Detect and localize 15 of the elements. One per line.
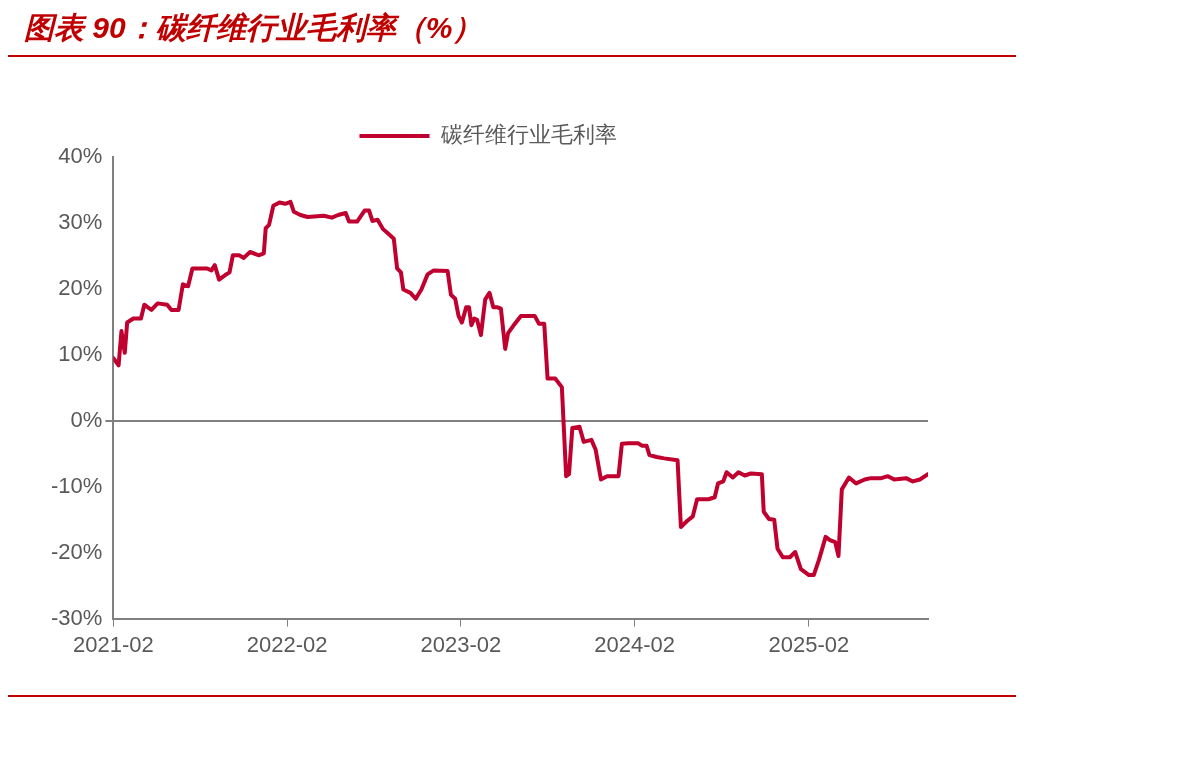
y-tick-label: 40% [58, 143, 103, 169]
x-tick-label: 2022-02 [246, 631, 328, 657]
legend-label: 碳纤维行业毛利率 [439, 122, 617, 148]
y-tick-label: -30% [51, 604, 103, 630]
y-tick-label: 30% [58, 209, 103, 235]
x-tick-label: 2023-02 [420, 631, 502, 657]
x-tick-label: 2024-02 [594, 631, 676, 657]
y-tick-label: 20% [58, 274, 103, 300]
y-tick-label: -20% [51, 538, 103, 564]
x-tick-label: 2021-02 [72, 631, 154, 657]
y-tick-label: -10% [51, 472, 103, 498]
y-tick-label: 10% [58, 340, 103, 366]
x-tick-label: 2025-02 [768, 631, 850, 657]
chart-title: 图表 90：碳纤维行业毛利率（%） [23, 10, 484, 46]
y-tick-label: 0% [70, 406, 103, 432]
